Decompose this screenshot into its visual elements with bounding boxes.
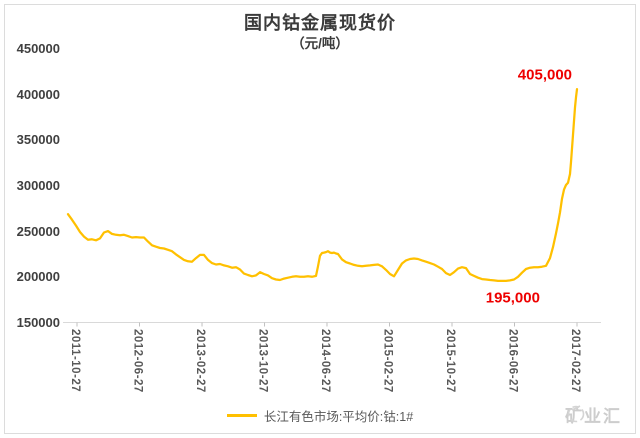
chart-title: 国内钴金属现货价 [244,13,396,33]
y-tick-label: 300000 [16,178,60,193]
price-series-line [66,87,579,283]
x-tick-label: 2014-06-27 [318,329,331,393]
x-tick-label: 2013-10-27 [256,329,269,393]
legend: 长江有色市场:平均价:钴:1# [0,406,640,425]
x-tick-label: 2011-10-27 [69,329,81,393]
mining-hub-watermark: 矿业汇 [565,402,622,427]
y-tick-label: 400000 [16,86,60,102]
x-tick-label: 2013-02-27 [194,329,207,393]
y-tick-label: 150000 [16,315,60,330]
price-annotation: 195,000 [485,289,540,307]
y-tick-label: 250000 [16,223,60,239]
x-tick-label: 2017-02-27 [569,329,581,393]
mining-hub-logo-icon [567,405,585,423]
watermark-text: 矿业汇 [565,407,622,426]
x-tick-label: 2012-06-27 [131,329,144,393]
x-tick-label: 2015-10-27 [443,329,456,393]
chart-subtitle: （元/吨） [291,36,349,51]
x-tick-label: 2016-06-27 [506,329,519,393]
price-annotation: 405,000 [517,66,573,84]
legend-line-swatch [226,414,257,417]
legend-label: 长江有色市场:平均价:钴:1# [263,410,414,424]
y-tick-label: 450000 [16,41,60,56]
x-tick-label: 2015-02-27 [381,329,394,393]
y-tick-label: 200000 [16,269,60,285]
y-tick-label: 350000 [16,132,60,148]
